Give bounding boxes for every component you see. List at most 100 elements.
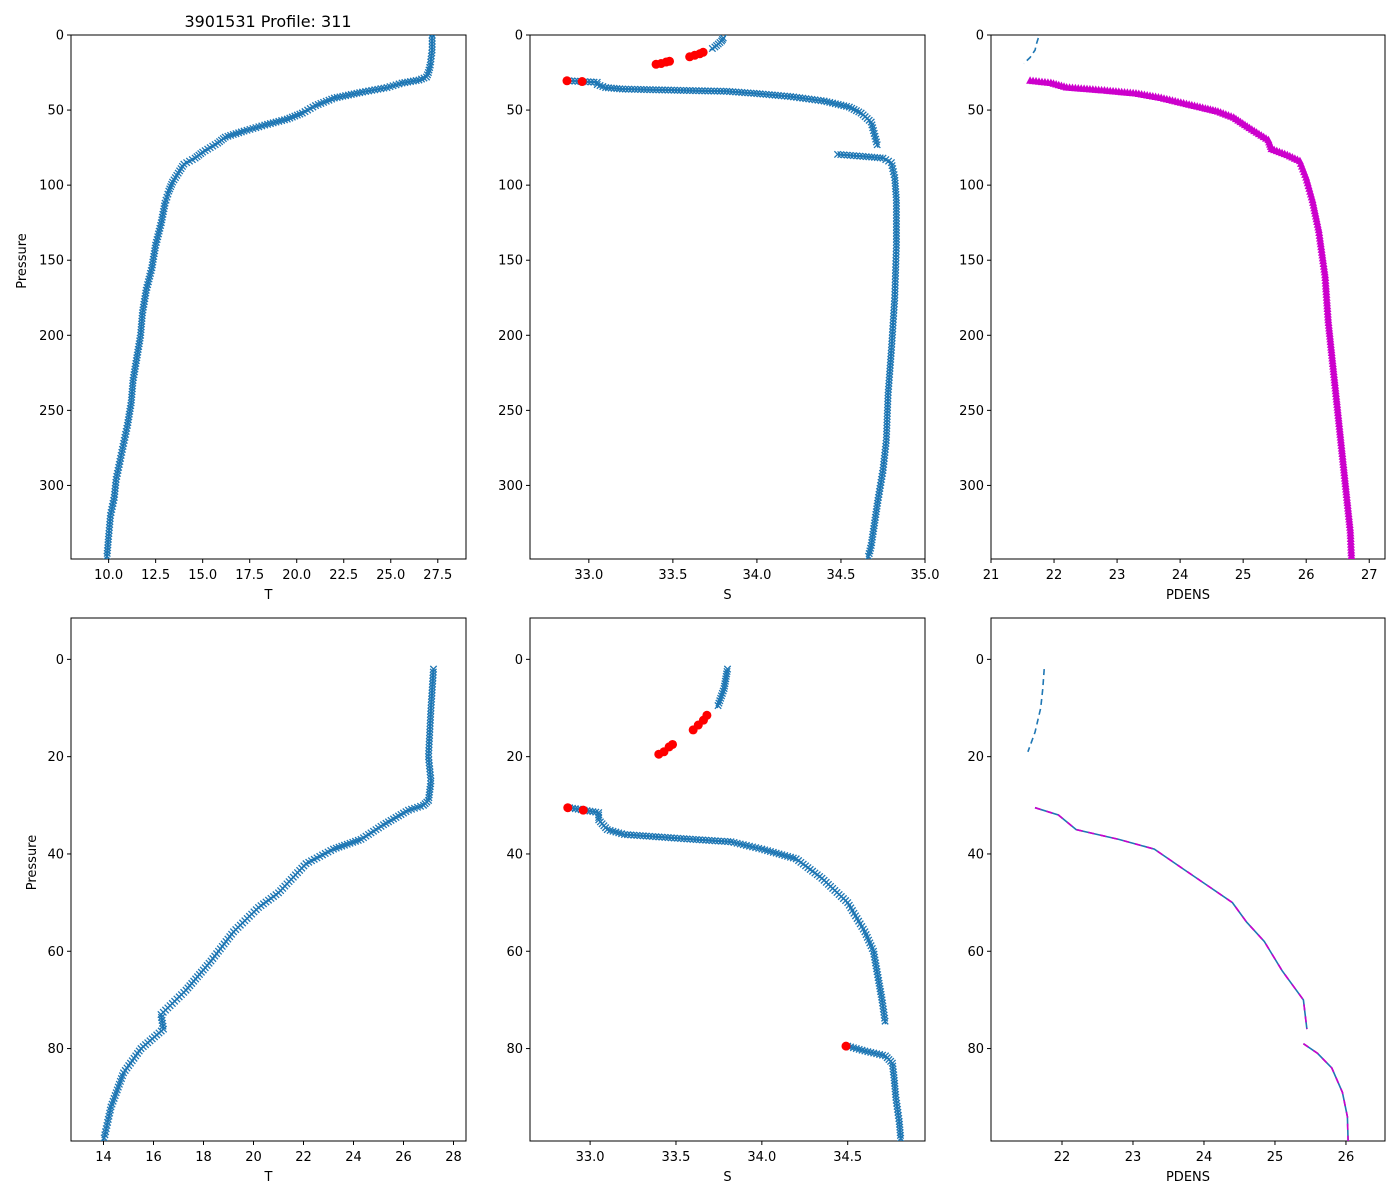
x-marker [888, 340, 896, 348]
x-marker [880, 457, 888, 466]
x-marker [428, 689, 436, 697]
x-tick-label: 25 [1235, 568, 1252, 583]
x-marker [140, 297, 149, 306]
x-marker [149, 255, 157, 263]
x-marker [889, 321, 897, 330]
x-marker [874, 496, 882, 505]
series-group [103, 35, 436, 559]
x-marker [406, 77, 415, 86]
figure-title: 3901531 Profile: 311 [184, 12, 351, 31]
x-marker [876, 154, 884, 162]
x-marker [892, 263, 900, 271]
x-marker [886, 358, 895, 366]
y-tick-label: 20 [47, 750, 64, 765]
x-marker [151, 241, 160, 249]
x-marker [891, 266, 900, 274]
x-marker [689, 86, 697, 95]
flagged-point [563, 803, 573, 813]
x-marker [425, 731, 434, 740]
x-marker [869, 530, 877, 538]
y-tick-label: 80 [967, 1042, 984, 1057]
x-marker [141, 295, 149, 303]
y-tick-label: 150 [39, 254, 64, 269]
x-axis-label: S [723, 588, 731, 603]
triangle-marker [1347, 551, 1356, 559]
series-line [105, 35, 433, 559]
x-tick-label: 33.5 [662, 1150, 691, 1165]
x-marker [892, 193, 900, 202]
x-marker [415, 76, 423, 84]
x-marker [105, 526, 113, 535]
x-marker [726, 87, 734, 96]
x-axis-label: PDENS [1166, 588, 1210, 603]
x-marker [747, 89, 755, 97]
x-marker [428, 35, 436, 42]
x-tick-label: 35.0 [911, 568, 940, 583]
x-tick-label: 25.0 [376, 568, 405, 583]
x-marker [892, 196, 901, 204]
x-marker [718, 689, 727, 698]
y-tick-label: 0 [515, 653, 523, 668]
x-marker [889, 325, 897, 333]
x-marker [884, 391, 892, 400]
x-marker [692, 87, 700, 95]
x-marker [142, 286, 150, 294]
x-marker [768, 91, 776, 99]
x-marker [595, 813, 603, 822]
x-marker [887, 355, 895, 363]
x-tick-label: 33.0 [574, 568, 603, 583]
x-marker [106, 511, 115, 520]
x-marker [891, 278, 899, 286]
series-line-overlay [1034, 806, 1308, 1030]
x-marker [873, 502, 881, 510]
x-marker [409, 77, 417, 85]
chart-temp-full: 10.0 12.5 15.0 17.5 20.0 22.5 25.0 27.5 0 50 100 15… [15, 29, 467, 603]
x-marker [686, 86, 694, 95]
x-marker [168, 178, 177, 186]
x-marker [698, 87, 706, 95]
x-marker [887, 346, 896, 354]
x-marker [892, 250, 900, 259]
series-group [562, 35, 901, 559]
x-marker [892, 235, 901, 243]
x-marker [891, 269, 900, 277]
x-marker [891, 1090, 900, 1099]
y-tick-label: 200 [959, 329, 984, 344]
x-marker [869, 527, 877, 536]
plot-frame [990, 34, 1386, 560]
x-marker [897, 1134, 905, 1141]
x-marker [670, 834, 679, 842]
x-marker [881, 448, 889, 457]
x-marker [141, 292, 149, 300]
y-tick-label: 50 [47, 104, 64, 119]
x-marker [424, 749, 433, 758]
x-marker [670, 86, 679, 94]
x-marker [888, 331, 897, 339]
x-marker [882, 436, 890, 445]
chart-sal-full: 33.0 33.5 34.0 34.5 35.0 0 50 100 150 200 250 300 S [498, 29, 939, 604]
x-marker [882, 442, 890, 451]
x-marker [587, 78, 595, 86]
x-marker [110, 490, 119, 499]
x-marker [571, 77, 579, 85]
x-marker [889, 315, 898, 324]
x-marker [753, 89, 761, 98]
x-marker [132, 359, 140, 368]
x-marker [892, 199, 901, 207]
x-marker [873, 499, 882, 507]
x-marker [160, 205, 168, 213]
x-marker [887, 349, 895, 357]
x-marker [883, 403, 892, 412]
x-marker [429, 665, 438, 673]
y-tick-label: 60 [47, 945, 64, 960]
x-tick-label: 27 [1361, 568, 1378, 583]
x-marker [701, 87, 709, 95]
x-tick-label: 17.5 [235, 568, 264, 583]
x-marker [777, 92, 786, 100]
x-marker [630, 831, 638, 839]
x-marker [892, 205, 901, 213]
x-tick-label: 23 [1125, 1150, 1142, 1165]
x-marker [425, 737, 433, 746]
x-marker [710, 87, 718, 95]
